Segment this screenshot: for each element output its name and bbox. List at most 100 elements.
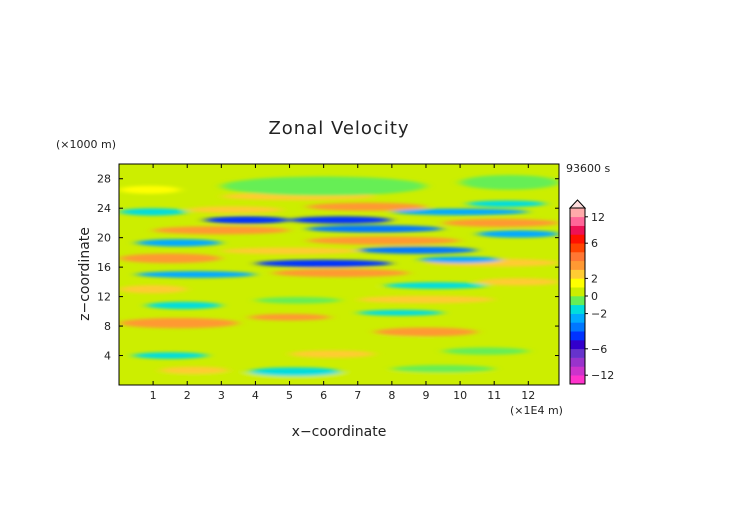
chart-title: Zonal Velocity (268, 118, 409, 139)
velocity-band (153, 226, 290, 235)
velocity-band (119, 285, 188, 294)
colorbar-tick-label: 12 (591, 211, 605, 224)
colorbar: 12 6 2 0 −2 −6 −12 (568, 199, 614, 385)
time-label: 93600 s (566, 162, 610, 175)
colorbar-swatch (570, 225, 585, 235)
x-unit-label: (×1E4 m) (510, 404, 563, 417)
x-tick-label: 9 (422, 389, 429, 402)
colorbar-swatch (570, 357, 585, 367)
velocity-band (391, 365, 495, 373)
velocity-band (119, 371, 559, 384)
colorbar-tick-label: 6 (591, 237, 598, 250)
colorbar-swatch (570, 331, 585, 341)
velocity-band (119, 334, 239, 342)
velocity-band (136, 239, 222, 247)
x-tick-label: 8 (388, 389, 395, 402)
velocity-band (357, 295, 495, 304)
x-tick-label: 5 (286, 389, 293, 402)
colorbar-tick-label: −12 (591, 369, 614, 382)
velocity-band (221, 176, 426, 196)
colorbar-swatch (570, 340, 585, 350)
y-tick-label: 28 (97, 173, 111, 186)
velocity-band (306, 236, 461, 245)
colorbar-swatch (570, 243, 585, 253)
x-tick-label: 7 (354, 389, 361, 402)
x-axis-label: x−coordinate (292, 424, 387, 440)
velocity-band (248, 313, 331, 321)
x-tick-label: 11 (487, 389, 501, 402)
x-tick-label: 2 (184, 389, 191, 402)
y-axis-ticks: 4 8 12 16 20 24 28 (97, 173, 559, 363)
velocity-band (248, 367, 341, 377)
y-tick-label: 24 (97, 202, 111, 215)
y-axis-label: z−coordinate (77, 227, 93, 321)
colorbar-tick-label: −6 (591, 343, 607, 356)
x-tick-label: 10 (453, 389, 467, 402)
velocity-band (443, 347, 529, 355)
velocity-band (306, 225, 444, 233)
x-axis-ticks: 1 2 3 4 5 6 7 8 9 10 11 12 (150, 164, 535, 402)
velocity-band (272, 268, 409, 278)
colorbar-swatch (570, 287, 585, 297)
colorbar-swatch (570, 375, 585, 385)
x-tick-label: 1 (150, 389, 157, 402)
y-unit-label: (×1000 m) (56, 138, 116, 151)
y-tick-label: 20 (97, 232, 111, 245)
velocity-band (374, 327, 478, 337)
velocity-band (204, 216, 290, 224)
velocity-band (419, 256, 502, 264)
colorbar-swatch (570, 322, 585, 332)
colorbar-swatch (570, 208, 585, 218)
velocity-band (391, 208, 529, 216)
velocity-field (119, 175, 559, 384)
colorbar-swatch (570, 348, 585, 358)
velocity-band (255, 259, 392, 268)
velocity-band (357, 309, 444, 316)
velocity-band (136, 271, 256, 278)
velocity-band (119, 253, 222, 264)
velocity-band (289, 350, 375, 358)
velocity-band (323, 336, 444, 346)
x-tick-label: 4 (252, 389, 259, 402)
velocity-band (255, 284, 375, 292)
y-tick-label: 8 (104, 320, 111, 333)
velocity-band (466, 200, 546, 208)
y-tick-label: 16 (97, 261, 111, 274)
colorbar-swatch (570, 304, 585, 314)
colorbar-swatch (570, 216, 585, 226)
colorbar-swatch (570, 313, 585, 323)
velocity-band (119, 317, 239, 329)
velocity-band (159, 366, 229, 374)
y-tick-label: 12 (97, 291, 111, 304)
colorbar-tick-label: −2 (591, 308, 607, 321)
velocity-band (460, 175, 559, 190)
velocity-band (477, 230, 559, 238)
colorbar-swatch (570, 296, 585, 306)
velocity-band (289, 216, 392, 224)
velocity-band (221, 247, 358, 255)
velocity-band (443, 218, 559, 227)
x-tick-label: 12 (521, 389, 535, 402)
velocity-band (306, 202, 426, 211)
colorbar-swatch (570, 278, 585, 288)
velocity-band (385, 282, 488, 289)
y-tick-label: 4 (104, 350, 111, 363)
velocity-band (255, 296, 341, 304)
colorbar-swatch (570, 269, 585, 279)
x-tick-label: 3 (218, 389, 225, 402)
velocity-band (132, 352, 208, 359)
colorbar-swatch (570, 234, 585, 244)
velocity-band (119, 185, 181, 194)
colorbar-swatch (570, 260, 585, 270)
velocity-band (477, 278, 559, 286)
colorbar-tick-label: 0 (591, 290, 598, 303)
velocity-band (119, 208, 188, 216)
x-tick-label: 6 (320, 389, 327, 402)
plot-frame (118, 163, 560, 386)
colorbar-swatch (570, 366, 585, 376)
colorbar-overflow-arrow (568, 199, 587, 209)
colorbar-swatch (570, 252, 585, 262)
velocity-band (146, 301, 222, 310)
